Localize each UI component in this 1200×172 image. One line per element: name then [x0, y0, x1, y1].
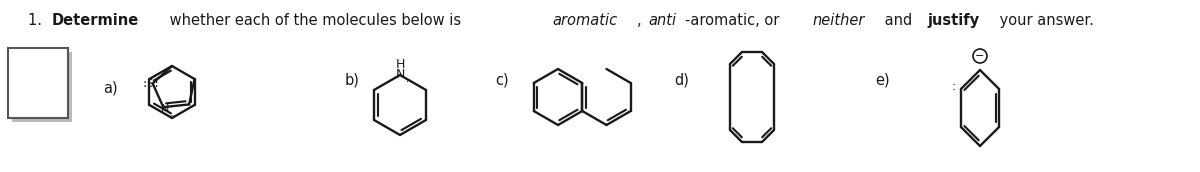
Text: :: :	[952, 79, 956, 93]
Text: c): c)	[496, 73, 509, 88]
Text: e): e)	[875, 73, 889, 88]
Text: N: N	[395, 67, 404, 80]
Text: b): b)	[346, 73, 360, 88]
Text: H: H	[395, 57, 404, 71]
Text: ..: ..	[169, 109, 174, 118]
Text: 1.: 1.	[28, 13, 47, 28]
Text: ..: ..	[406, 74, 412, 84]
Text: whether each of the molecules below is: whether each of the molecules below is	[164, 13, 466, 28]
Text: anti: anti	[649, 13, 677, 28]
Text: a): a)	[103, 80, 118, 95]
Text: ,: ,	[637, 13, 646, 28]
Text: Determine: Determine	[52, 13, 139, 28]
Text: and: and	[881, 13, 917, 28]
Text: −: −	[976, 51, 985, 61]
Text: :S:: :S:	[142, 79, 160, 89]
Text: aromatic: aromatic	[553, 13, 618, 28]
Bar	[8, 48, 68, 118]
Text: d): d)	[674, 73, 689, 88]
Text: -aromatic, or: -aromatic, or	[685, 13, 784, 28]
Text: your answer.: your answer.	[995, 13, 1094, 28]
Text: N: N	[161, 104, 169, 114]
Text: neither: neither	[812, 13, 865, 28]
Bar	[12, 52, 72, 122]
Text: justify: justify	[928, 13, 980, 28]
